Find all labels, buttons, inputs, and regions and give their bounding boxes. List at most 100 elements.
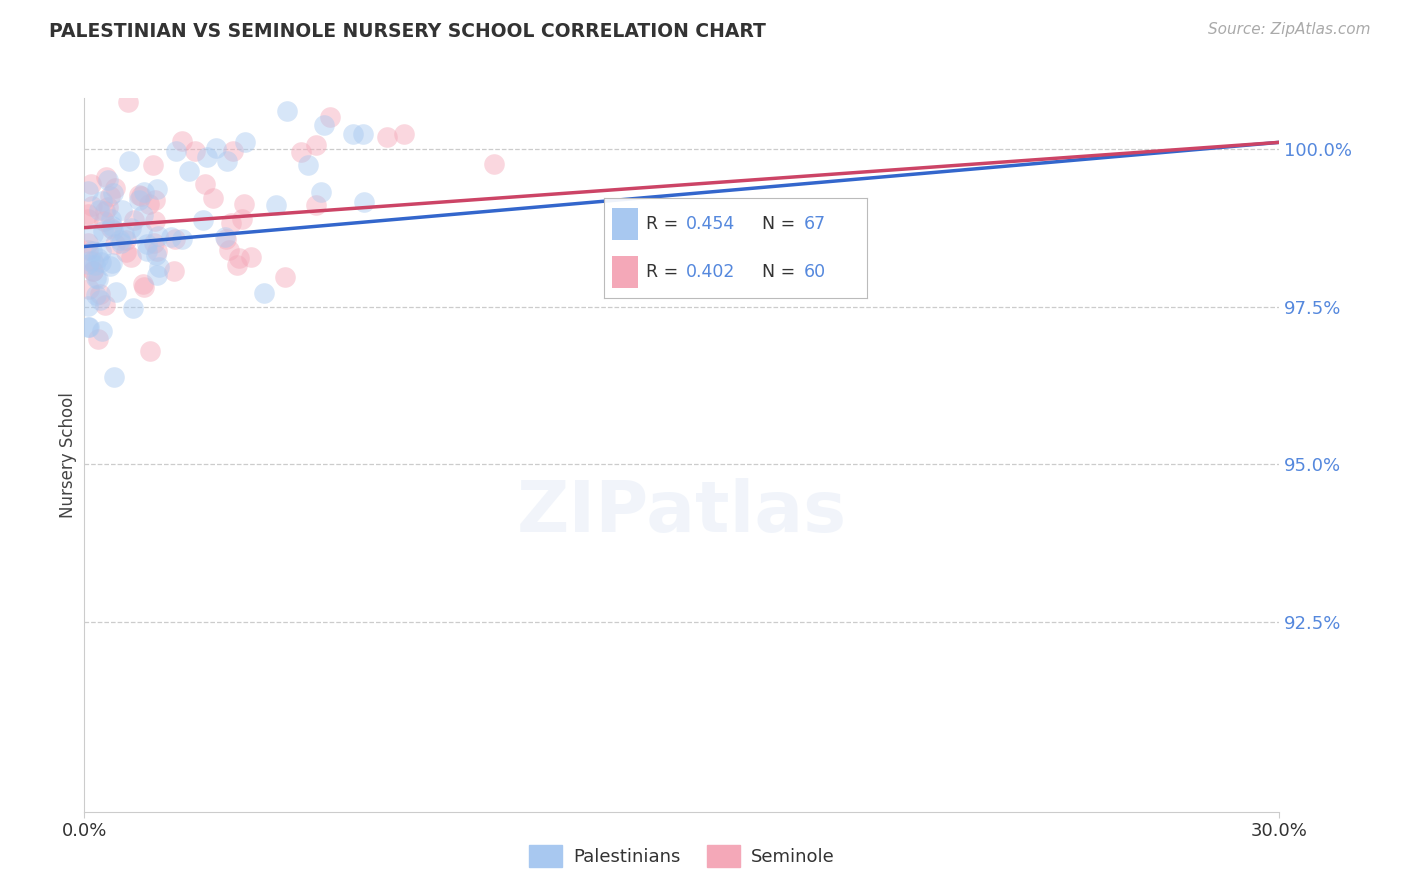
Point <box>77 235 100 250</box>
Point <box>97 200 120 214</box>
Point <box>120 220 142 235</box>
Point <box>179 164 201 178</box>
Point <box>165 145 187 159</box>
Point <box>89 293 111 307</box>
Point <box>148 260 170 274</box>
Point <box>86 270 108 285</box>
Point <box>91 194 114 208</box>
Point <box>87 332 110 346</box>
Point <box>195 151 218 165</box>
Text: 0.454: 0.454 <box>686 215 735 233</box>
Point <box>77 320 100 334</box>
Point <box>115 234 138 248</box>
Point <box>131 225 153 239</box>
Point <box>232 197 254 211</box>
Point <box>87 252 110 266</box>
Point <box>90 254 112 268</box>
Point <box>103 369 125 384</box>
Point <box>98 189 121 203</box>
Point <box>194 177 217 191</box>
Point <box>482 157 505 171</box>
Point <box>146 182 169 196</box>
Text: 60: 60 <box>804 263 827 281</box>
Point <box>205 141 228 155</box>
Point <box>122 301 145 315</box>
Point <box>143 213 166 227</box>
Point <box>110 236 132 251</box>
Point <box>93 213 115 227</box>
Point <box>132 208 155 222</box>
Point <box>77 282 100 296</box>
Point <box>96 169 118 184</box>
Point <box>305 138 328 153</box>
Point <box>160 230 183 244</box>
Point <box>77 257 100 271</box>
Point <box>101 256 124 270</box>
Legend: Palestinians, Seminole: Palestinians, Seminole <box>522 838 842 874</box>
Point <box>135 237 157 252</box>
Point <box>215 232 238 246</box>
Point <box>172 232 194 246</box>
Point <box>319 110 342 124</box>
Point <box>77 299 100 313</box>
Point <box>215 154 238 169</box>
Point <box>87 272 110 286</box>
Point <box>132 277 155 291</box>
Text: N =: N = <box>762 263 801 281</box>
Point <box>146 268 169 283</box>
Point <box>202 191 225 205</box>
Point <box>77 319 100 334</box>
Point <box>305 198 328 212</box>
Point <box>100 212 122 227</box>
Point <box>80 244 103 258</box>
Point <box>143 235 166 250</box>
Point <box>98 259 121 273</box>
Bar <box>612 208 638 240</box>
Point <box>79 254 101 268</box>
Point <box>90 324 112 338</box>
Point <box>311 186 333 200</box>
Text: Source: ZipAtlas.com: Source: ZipAtlas.com <box>1208 22 1371 37</box>
Text: R =: R = <box>647 263 685 281</box>
Point <box>94 203 117 218</box>
Point <box>108 233 131 247</box>
Point <box>100 221 122 235</box>
Text: N =: N = <box>762 215 801 233</box>
Point <box>253 285 276 300</box>
Point <box>218 243 240 257</box>
Point <box>94 298 117 312</box>
Point <box>101 219 124 233</box>
Point <box>297 157 319 171</box>
Text: 0.402: 0.402 <box>686 263 735 281</box>
Text: PALESTINIAN VS SEMINOLE NURSERY SCHOOL CORRELATION CHART: PALESTINIAN VS SEMINOLE NURSERY SCHOOL C… <box>49 22 766 41</box>
Point <box>89 202 111 217</box>
Point <box>240 250 263 264</box>
Point <box>136 244 159 258</box>
Point <box>214 230 236 244</box>
Bar <box>612 256 638 288</box>
Point <box>120 250 142 264</box>
Text: R =: R = <box>647 215 685 233</box>
Point <box>104 237 127 252</box>
Point <box>77 243 100 257</box>
Point <box>83 258 105 272</box>
Point <box>146 229 169 244</box>
Point <box>221 216 243 230</box>
Point <box>138 344 160 359</box>
Point <box>122 213 145 227</box>
Point <box>314 118 336 132</box>
Point <box>138 197 160 211</box>
Point <box>233 135 256 149</box>
Point <box>93 224 115 238</box>
Point <box>77 207 100 221</box>
Point <box>274 269 297 284</box>
Point <box>118 154 141 169</box>
Point <box>226 258 249 272</box>
Point <box>222 145 245 159</box>
Point <box>183 144 205 158</box>
Point <box>352 127 374 141</box>
Point <box>172 134 194 148</box>
Point <box>82 264 104 278</box>
Point <box>353 194 375 209</box>
Point <box>115 245 138 260</box>
